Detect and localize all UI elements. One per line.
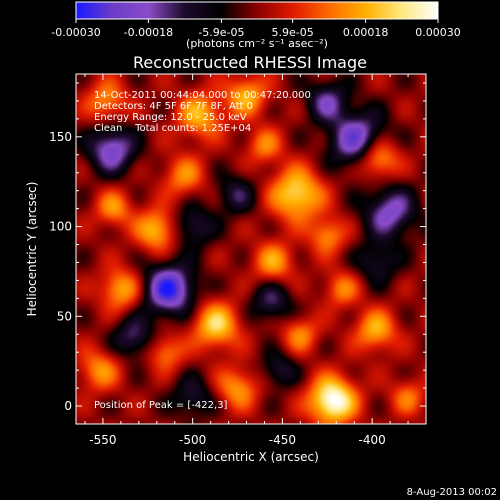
colorbar-tick-label: 0.00030 bbox=[415, 26, 461, 39]
y-axis-ticks: 0 50 100 150 bbox=[49, 82, 426, 425]
x-tick-label: -400 bbox=[359, 433, 386, 447]
x-tick-label: -550 bbox=[89, 433, 116, 447]
x-tick-label: -450 bbox=[269, 433, 296, 447]
heatmap-image bbox=[76, 74, 426, 424]
y-axis-label: Heliocentric Y (arcsec) bbox=[25, 182, 39, 317]
y-tick-label: 100 bbox=[49, 220, 72, 234]
plot-area: -550 -500 -450 -400 0 50 100 150 bbox=[49, 73, 427, 447]
x-axis-label: Heliocentric X (arcsec) bbox=[183, 450, 319, 464]
colorbar-gradient bbox=[75, 1, 439, 20]
colorbar-units-label: (photons cm⁻² s⁻¹ asec⁻²) bbox=[186, 37, 328, 50]
colorbar: -0.00030 -0.00018 -5.9e-05 5.9e-05 0.00018 0.… bbox=[51, 1, 461, 50]
colorbar-tick-label: 5.9e-05 bbox=[271, 26, 313, 39]
chart-title: Reconstructed RHESSI Image bbox=[133, 53, 367, 72]
plot-frame bbox=[75, 73, 427, 425]
colorbar-tick-label: -0.00018 bbox=[124, 26, 173, 39]
annotation-energy-range: Energy Range: 12.0 - 25.0 keV bbox=[94, 112, 247, 123]
colorbar-tick-label: 0.00018 bbox=[343, 26, 389, 39]
annotations: 14-Oct-2011 00:44:04.000 to 00:47:20.000… bbox=[94, 90, 311, 411]
x-tick-label: -500 bbox=[179, 433, 206, 447]
colorbar-tick-label: -0.00030 bbox=[51, 26, 100, 39]
peak-position-label: Position of Peak = [-422,3] bbox=[94, 400, 228, 411]
colorbar-ticks: -0.00030 -0.00018 -5.9e-05 5.9e-05 0.00018 0.… bbox=[51, 19, 461, 39]
y-tick-label: 50 bbox=[57, 309, 72, 323]
y-tick-label: 150 bbox=[49, 130, 72, 144]
colorbar-tick-label: -5.9e-05 bbox=[198, 26, 244, 39]
x-axis-ticks: -550 -500 -450 -400 bbox=[84, 74, 427, 447]
annotation-time-range: 14-Oct-2011 00:44:04.000 to 00:47:20.000 bbox=[94, 90, 311, 101]
annotation-clean-counts: Clean Total counts: 1.25E+04 bbox=[94, 123, 251, 134]
footer-date: 8-Aug-2013 00:02 bbox=[407, 487, 497, 498]
y-tick-label: 0 bbox=[64, 399, 72, 413]
annotation-detectors: Detectors: 4F 5F 6F 7F 8F, Att 0 bbox=[94, 101, 253, 112]
